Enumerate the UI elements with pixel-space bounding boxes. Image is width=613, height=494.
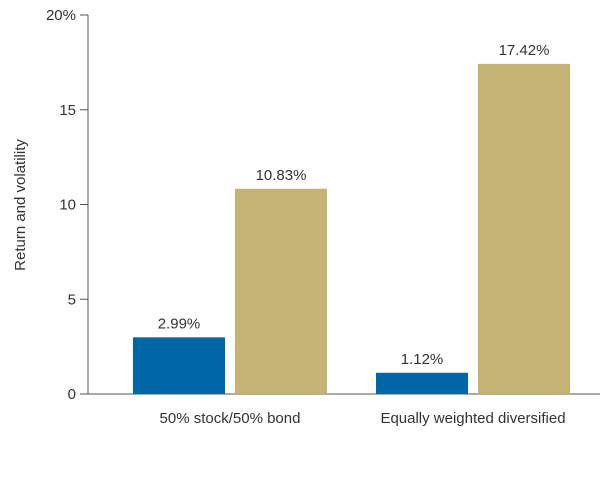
bar [376, 372, 468, 394]
y-tick-label: 5 [68, 291, 76, 308]
bar [235, 188, 327, 394]
data-label: 17.42% [499, 42, 550, 59]
bar [478, 63, 570, 395]
data-labels: 2.99% 10.83% 1.12% 17.42% [158, 42, 550, 368]
y-axis: 0 5 10 15 20% [46, 7, 89, 403]
bars [133, 63, 570, 395]
y-tick-label: 15 [59, 102, 76, 119]
y-tick-label: 0 [68, 386, 76, 403]
y-axis-title: Return and volatility [12, 139, 29, 271]
x-category-label: Equally weighted diversified [380, 410, 565, 427]
y-tick-label: 10 [59, 197, 76, 214]
data-label: 1.12% [401, 351, 444, 368]
x-category-label: 50% stock/50% bond [160, 410, 301, 427]
y-tick-label: 20% [46, 7, 76, 24]
x-axis: 50% stock/50% bond Equally weighted diver… [88, 393, 600, 427]
data-label: 10.83% [256, 167, 307, 184]
data-label: 2.99% [158, 315, 201, 332]
bar [133, 337, 225, 394]
